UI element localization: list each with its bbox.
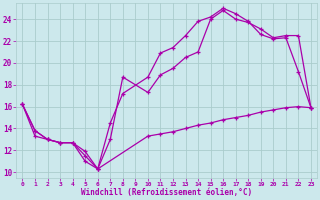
X-axis label: Windchill (Refroidissement éolien,°C): Windchill (Refroidissement éolien,°C) — [81, 188, 252, 197]
